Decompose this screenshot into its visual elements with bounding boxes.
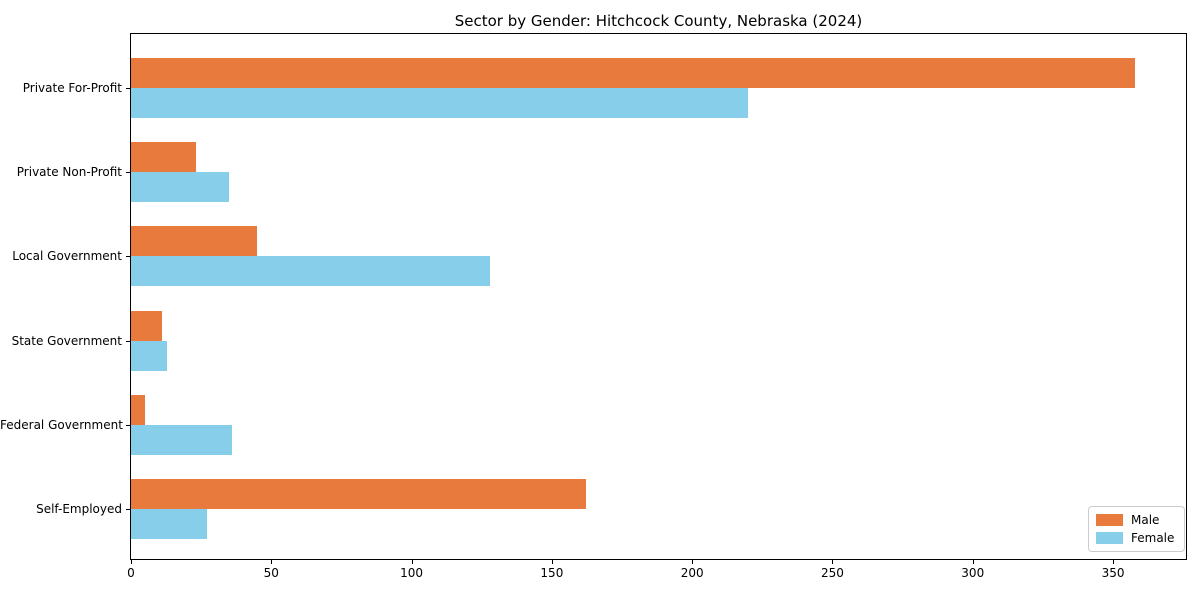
y-tick-mark <box>126 172 130 174</box>
x-axis-label: 300 <box>961 566 985 580</box>
bar-female-5 <box>131 424 232 455</box>
bar-male-6 <box>131 479 586 509</box>
legend-entry-male: Male <box>1096 512 1177 527</box>
y-tick-mark <box>126 256 130 258</box>
y-tick-mark <box>126 509 130 510</box>
x-tick-mark <box>131 560 132 564</box>
x-axis-label: 250 <box>821 566 844 580</box>
bar-female-2 <box>131 172 230 203</box>
legend-label: Female <box>1131 530 1175 545</box>
x-tick-mark <box>551 560 553 564</box>
bar-female-3 <box>131 256 491 287</box>
x-axis-label: 350 <box>1101 566 1125 580</box>
y-axis-label: Self-Employed <box>36 502 122 516</box>
x-axis-label: 150 <box>540 566 564 580</box>
x-tick-mark <box>692 560 694 564</box>
x-axis-label: 0 <box>127 566 135 580</box>
legend-entry-female: Female <box>1096 530 1177 545</box>
y-tick-mark <box>126 88 130 89</box>
bar-male-4 <box>131 310 162 341</box>
y-tick-mark <box>126 424 130 426</box>
chart-title: Sector by Gender: Hitchcock County, Nebr… <box>454 12 863 30</box>
x-tick-mark <box>271 560 273 564</box>
x-tick-mark <box>832 560 834 564</box>
y-axis-label: Private Non-Profit <box>16 165 122 180</box>
legend-label: Male <box>1131 512 1160 527</box>
legend-swatch-male <box>1096 514 1123 526</box>
y-axis-label: Federal Government <box>0 417 123 432</box>
bar-female-6 <box>131 509 207 539</box>
legend: Male Female <box>1088 506 1185 552</box>
x-tick-mark <box>972 560 974 564</box>
x-tick-mark <box>1113 560 1115 564</box>
bar-female-4 <box>131 340 168 371</box>
legend-swatch-female <box>1096 532 1123 544</box>
x-axis-label: 100 <box>400 566 424 580</box>
bar-male-1 <box>131 58 1136 88</box>
x-tick-mark <box>411 560 413 564</box>
y-axis-label: Local Government <box>12 249 122 264</box>
y-axis-label: Private For-Profit <box>22 81 122 95</box>
x-axis-label: 200 <box>680 566 704 580</box>
bar-male-3 <box>131 226 258 257</box>
bar-male-2 <box>131 142 196 173</box>
plot-area <box>130 33 1187 560</box>
bar-male-5 <box>131 394 146 425</box>
y-tick-mark <box>126 340 130 342</box>
bar-female-1 <box>131 88 749 118</box>
y-axis-label: State Government <box>11 333 122 348</box>
x-axis-label: 50 <box>263 566 279 580</box>
